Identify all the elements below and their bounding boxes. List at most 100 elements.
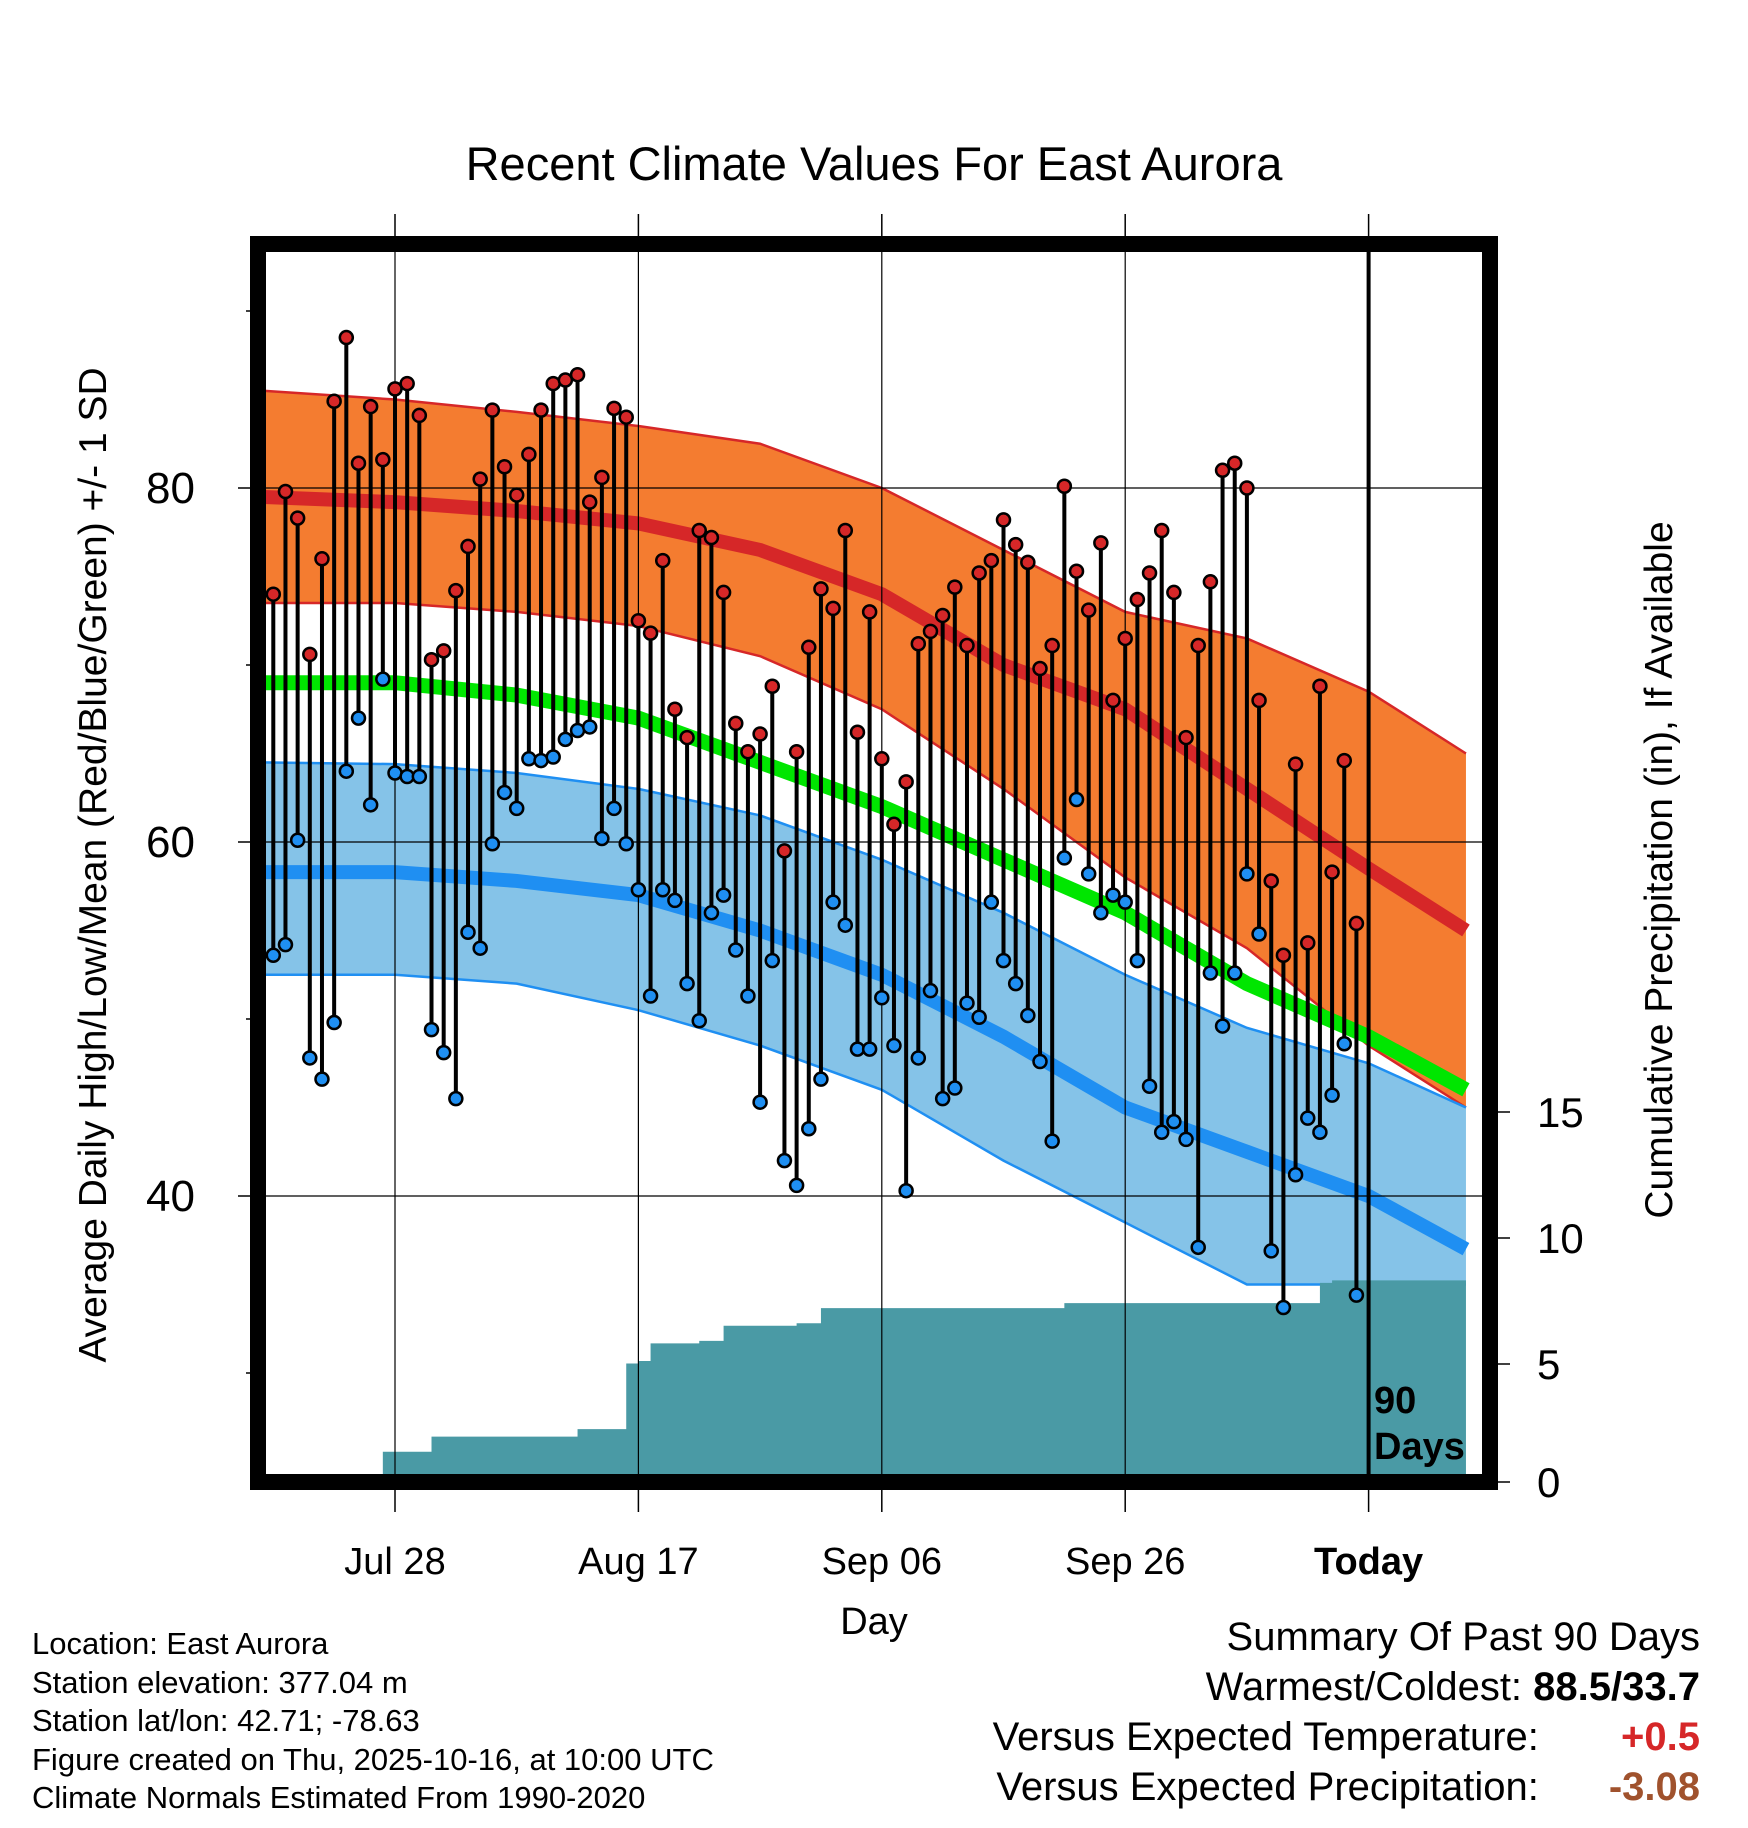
x-tick-label-2: Sep 06	[822, 1541, 942, 1583]
obs-low-point	[1312, 1124, 1328, 1141]
obs-low-point	[435, 1044, 452, 1061]
today-label-line1: 90	[1374, 1380, 1416, 1422]
y2-tick-label-1: 10	[1537, 1215, 1584, 1262]
obs-low-point	[302, 1050, 318, 1066]
obs-high-point	[484, 402, 501, 418]
obs-high-point	[1141, 565, 1158, 581]
obs-high-point	[776, 843, 793, 859]
obs-low-point	[338, 763, 355, 779]
obs-low-point	[362, 797, 379, 813]
obs-low-point	[448, 1090, 464, 1107]
obs-high-point	[1226, 455, 1243, 471]
obs-high-point	[1202, 574, 1219, 590]
obs-high-point	[995, 512, 1012, 528]
obs-low-point	[691, 1013, 707, 1029]
obs-high-point	[849, 724, 866, 741]
summary-title: Summary Of Past 90 Days	[1226, 1615, 1700, 1659]
obs-high-point	[581, 494, 598, 510]
obs-low-point	[581, 719, 598, 735]
obs-high-point	[314, 551, 330, 567]
obs-high-point	[618, 409, 634, 425]
obs-high-point	[801, 639, 817, 656]
obs-high-point	[1239, 480, 1255, 496]
obs-high-point	[667, 701, 683, 717]
obs-high-point	[837, 522, 854, 539]
y2-axis-label: Cumulative Precipitation (in), If Availa…	[1638, 521, 1681, 1218]
obs-low-point	[728, 942, 744, 958]
obs-low-point	[959, 995, 975, 1011]
obs-low-point	[667, 892, 683, 909]
obs-high-point	[740, 743, 756, 760]
obs-low-point	[375, 671, 391, 687]
obs-high-point	[1117, 630, 1133, 647]
obs-low-point	[801, 1120, 817, 1137]
obs-high-point	[521, 446, 537, 463]
obs-high-point	[1153, 522, 1170, 539]
obs-high-point	[399, 375, 415, 392]
obs-high-point	[496, 459, 513, 475]
obs-low-point	[545, 749, 561, 765]
obs-high-point	[1300, 935, 1316, 951]
obs-high-point	[642, 625, 659, 641]
obs-low-point	[606, 800, 622, 817]
obs-high-point	[289, 510, 306, 526]
y2-tick-label-2: 5	[1537, 1341, 1560, 1388]
latlon-text: Station lat/lon: 42.71; -78.63	[32, 1703, 420, 1738]
obs-low-point	[1190, 1239, 1206, 1256]
y-tick-label-1: 60	[146, 818, 195, 867]
obs-high-point	[1068, 563, 1085, 579]
obs-low-point	[521, 751, 537, 767]
obs-low-point	[326, 1014, 342, 1031]
obs-high-point	[788, 743, 805, 760]
obs-low-point	[1105, 887, 1121, 903]
obs-low-point	[411, 768, 428, 785]
obs-low-point	[898, 1182, 914, 1199]
obs-low-point	[508, 800, 525, 817]
obs-low-point	[934, 1090, 951, 1107]
obs-high-point	[813, 581, 829, 597]
obs-low-point	[922, 982, 939, 999]
obs-high-point	[679, 729, 695, 746]
obs-high-point	[326, 393, 342, 410]
obs-low-point	[752, 1094, 768, 1110]
obs-low-point	[350, 710, 367, 726]
chart-title: Recent Climate Values For East Aurora	[466, 137, 1284, 190]
obs-high-point	[338, 329, 355, 346]
obs-low-point	[1178, 1131, 1194, 1148]
obs-low-point	[1056, 850, 1073, 866]
obs-high-point	[983, 552, 1000, 569]
x-tick-label-3: Sep 26	[1065, 1541, 1185, 1583]
precip-row: Versus Expected Precipitation: -3.08	[993, 1762, 1700, 1812]
obs-high-point	[569, 366, 586, 383]
obs-low-point	[1007, 975, 1024, 992]
obs-high-point	[375, 451, 391, 468]
obs-high-point	[1093, 535, 1109, 551]
obs-high-point	[703, 529, 720, 546]
obs-low-point	[971, 1009, 987, 1025]
obs-low-point	[1153, 1124, 1170, 1141]
obs-low-point	[1287, 1167, 1304, 1183]
obs-high-point	[922, 623, 939, 640]
obs-high-point	[1214, 462, 1231, 479]
obs-high-point	[1007, 536, 1024, 553]
obs-low-point	[861, 1041, 878, 1057]
obs-low-point	[1263, 1243, 1279, 1259]
obs-low-point	[776, 1152, 793, 1169]
obs-high-point	[825, 600, 841, 617]
obs-low-point	[764, 952, 781, 969]
x-axis-label: Day	[840, 1601, 908, 1643]
plot-frame	[250, 236, 1498, 1490]
obs-high-point	[606, 400, 622, 417]
obs-low-point	[1202, 965, 1219, 981]
obs-high-point	[508, 487, 525, 503]
obs-high-point	[886, 816, 902, 833]
obs-high-point	[277, 483, 294, 500]
obs-high-point	[874, 751, 890, 767]
obs-low-point	[1239, 866, 1255, 882]
obs-high-point	[691, 522, 707, 539]
y-tick-label-2: 40	[146, 1172, 195, 1221]
obs-high-point	[302, 646, 318, 663]
obs-high-point	[1178, 729, 1194, 746]
obs-low-point	[1117, 894, 1133, 910]
